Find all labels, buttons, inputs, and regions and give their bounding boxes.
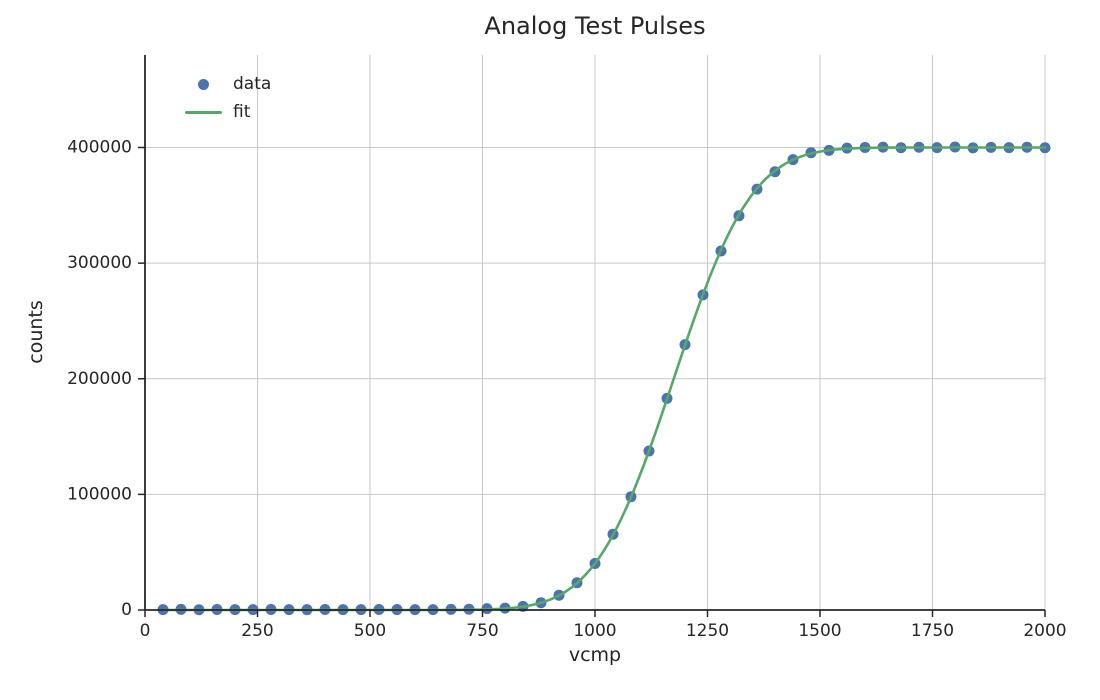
x-tick-label: 1250 (686, 621, 729, 641)
x-tick-label: 500 (354, 621, 386, 641)
y-tick-label: 200000 (67, 369, 132, 389)
legend-label-data: data (233, 74, 272, 94)
y-tick-label: 300000 (67, 253, 132, 273)
chart-title: Analog Test Pulses (484, 12, 706, 40)
x-tick-label: 2000 (1023, 621, 1066, 641)
x-tick-label: 1500 (798, 621, 841, 641)
legend-marker-box (183, 110, 223, 114)
legend-label-fit: fit (233, 102, 251, 122)
y-tick-label: 400000 (67, 138, 132, 158)
legend-data-point-icon (197, 78, 209, 90)
x-tick-label: 250 (241, 621, 273, 641)
x-tick-label: 1750 (911, 621, 954, 641)
x-axis-label: vcmp (568, 644, 622, 666)
legend-entry-fit: fit (183, 98, 271, 126)
x-tick-label: 1000 (573, 621, 616, 641)
legend-fit-line-icon (184, 110, 222, 114)
y-tick-label: 100000 (67, 484, 132, 504)
legend: data fit (183, 70, 271, 126)
y-tick-label: 0 (121, 600, 132, 620)
x-tick-label: 0 (140, 621, 151, 641)
legend-entry-data: data (183, 70, 271, 98)
legend-marker-box (183, 78, 223, 90)
x-tick-label: 750 (466, 621, 498, 641)
y-axis-label: counts (25, 300, 47, 364)
